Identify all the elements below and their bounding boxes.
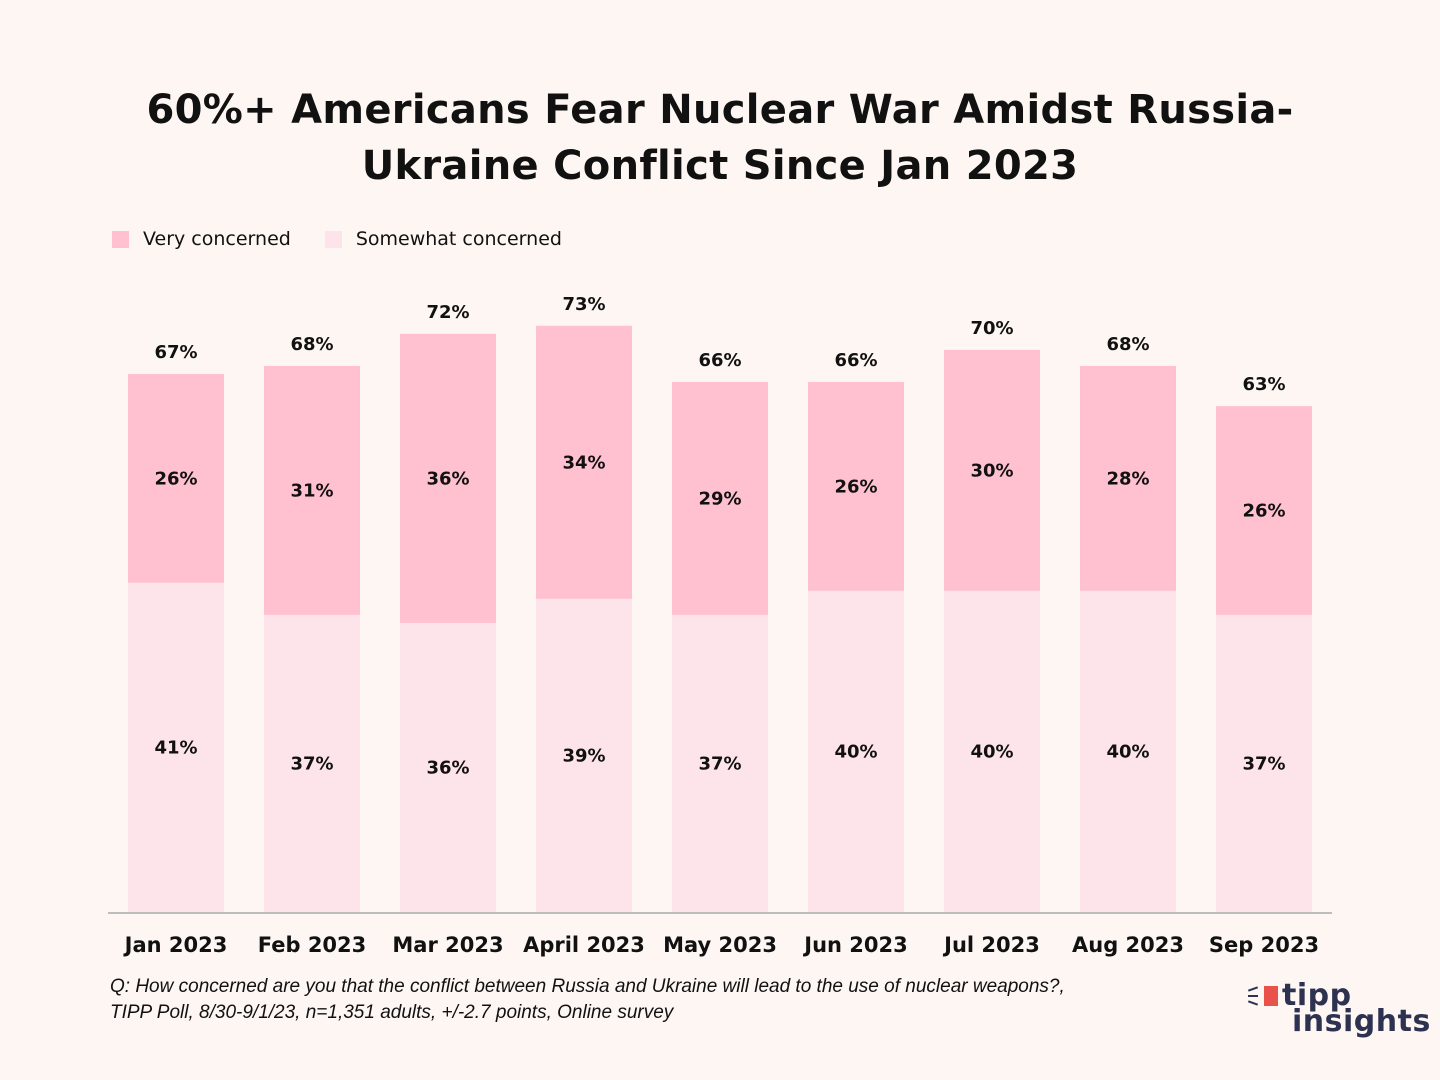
data-label-very-concerned: 30% xyxy=(970,460,1013,481)
data-label-somewhat-concerned: 40% xyxy=(970,741,1013,762)
bar-segment-very-concerned xyxy=(808,382,904,591)
x-tick-label: April 2023 xyxy=(523,933,645,957)
logo-text-insights: insights xyxy=(1292,1004,1431,1039)
x-tick-label: Sep 2023 xyxy=(1209,933,1319,957)
total-label: 66% xyxy=(834,350,877,371)
chart-legend: Very concerned Somewhat concerned xyxy=(112,228,596,250)
data-label-somewhat-concerned: 41% xyxy=(154,737,197,758)
logo-text-tipp: tipp xyxy=(1282,978,1352,1013)
x-tick-label: Jul 2023 xyxy=(942,933,1040,957)
bar-segment-very-concerned xyxy=(672,382,768,615)
x-tick-label: Jun 2023 xyxy=(802,933,907,957)
data-label-somewhat-concerned: 37% xyxy=(1242,753,1285,774)
total-label: 63% xyxy=(1242,374,1285,395)
legend-item-very-concerned: Very concerned xyxy=(112,228,291,250)
data-label-somewhat-concerned: 40% xyxy=(1106,741,1149,762)
data-label-somewhat-concerned: 37% xyxy=(290,753,333,774)
logo-ray-icon xyxy=(1248,995,1258,997)
bar-segment-somewhat-concerned xyxy=(400,622,496,912)
bar-segment-very-concerned xyxy=(944,349,1040,591)
x-tick-label: Jan 2023 xyxy=(123,933,228,957)
x-tick-label: Mar 2023 xyxy=(392,933,503,957)
data-label-very-concerned: 36% xyxy=(426,468,469,489)
data-label-very-concerned: 26% xyxy=(154,468,197,489)
tipp-insights-logo: tipp insights xyxy=(1247,978,1430,1042)
x-tick-label: Aug 2023 xyxy=(1072,933,1184,957)
total-label: 66% xyxy=(698,350,741,371)
legend-item-somewhat-concerned: Somewhat concerned xyxy=(324,228,562,250)
data-label-very-concerned: 28% xyxy=(1106,468,1149,489)
legend-swatch-somewhat-concerned xyxy=(324,230,342,248)
data-label-somewhat-concerned: 37% xyxy=(698,753,741,774)
bar-segment-very-concerned xyxy=(1080,365,1176,591)
bar-segment-somewhat-concerned xyxy=(128,582,224,912)
bar-segment-very-concerned xyxy=(400,333,496,623)
data-label-somewhat-concerned: 36% xyxy=(426,757,469,778)
chart-title-line-2: Ukraine Conflict Since Jan 2023 xyxy=(361,143,1079,189)
logo-flag-icon xyxy=(1264,986,1278,1006)
logo-ray-icon xyxy=(1247,1000,1259,1006)
data-label-very-concerned: 34% xyxy=(562,452,605,473)
legend-label-very-concerned: Very concerned xyxy=(143,228,291,250)
footnote-question: Q: How concerned are you that the confli… xyxy=(110,976,1065,997)
logo-ray-icon xyxy=(1247,986,1259,992)
bar-segment-very-concerned xyxy=(536,325,632,599)
bar-segment-somewhat-concerned xyxy=(536,598,632,912)
chart-title-line-1: 60%+ Americans Fear Nuclear War Amidst R… xyxy=(146,87,1294,133)
bar-segment-very-concerned xyxy=(264,365,360,615)
bar-segment-very-concerned xyxy=(1216,406,1312,615)
data-label-very-concerned: 29% xyxy=(698,488,741,509)
x-tick-label: May 2023 xyxy=(663,933,777,957)
bar-segment-somewhat-concerned xyxy=(264,614,360,912)
bar-segment-somewhat-concerned xyxy=(944,590,1040,912)
bar-segment-somewhat-concerned xyxy=(1216,614,1312,912)
chart-title: 60%+ Americans Fear Nuclear War Amidst R… xyxy=(0,82,1440,194)
bar-segment-somewhat-concerned xyxy=(808,590,904,912)
total-label: 70% xyxy=(970,318,1013,339)
legend-label-somewhat-concerned: Somewhat concerned xyxy=(355,228,562,250)
data-label-very-concerned: 26% xyxy=(834,476,877,497)
bar-segment-somewhat-concerned xyxy=(1080,590,1176,912)
total-label: 68% xyxy=(1106,334,1149,355)
legend-swatch-very-concerned xyxy=(112,230,129,248)
chart-footnote: Q: How concerned are you that the confli… xyxy=(110,974,1065,1026)
total-label: 72% xyxy=(426,302,469,323)
x-tick-label: Feb 2023 xyxy=(258,933,367,957)
data-label-very-concerned: 31% xyxy=(290,480,333,501)
bar-segment-very-concerned xyxy=(128,373,224,583)
total-label: 68% xyxy=(290,334,333,355)
footnote-source: TIPP Poll, 8/30-9/1/23, n=1,351 adults, … xyxy=(110,1002,674,1023)
total-label: 67% xyxy=(154,342,197,363)
bar-segment-somewhat-concerned xyxy=(672,614,768,912)
total-label: 73% xyxy=(562,294,605,315)
data-label-very-concerned: 26% xyxy=(1242,501,1285,522)
data-label-somewhat-concerned: 39% xyxy=(562,745,605,766)
data-label-somewhat-concerned: 40% xyxy=(834,741,877,762)
